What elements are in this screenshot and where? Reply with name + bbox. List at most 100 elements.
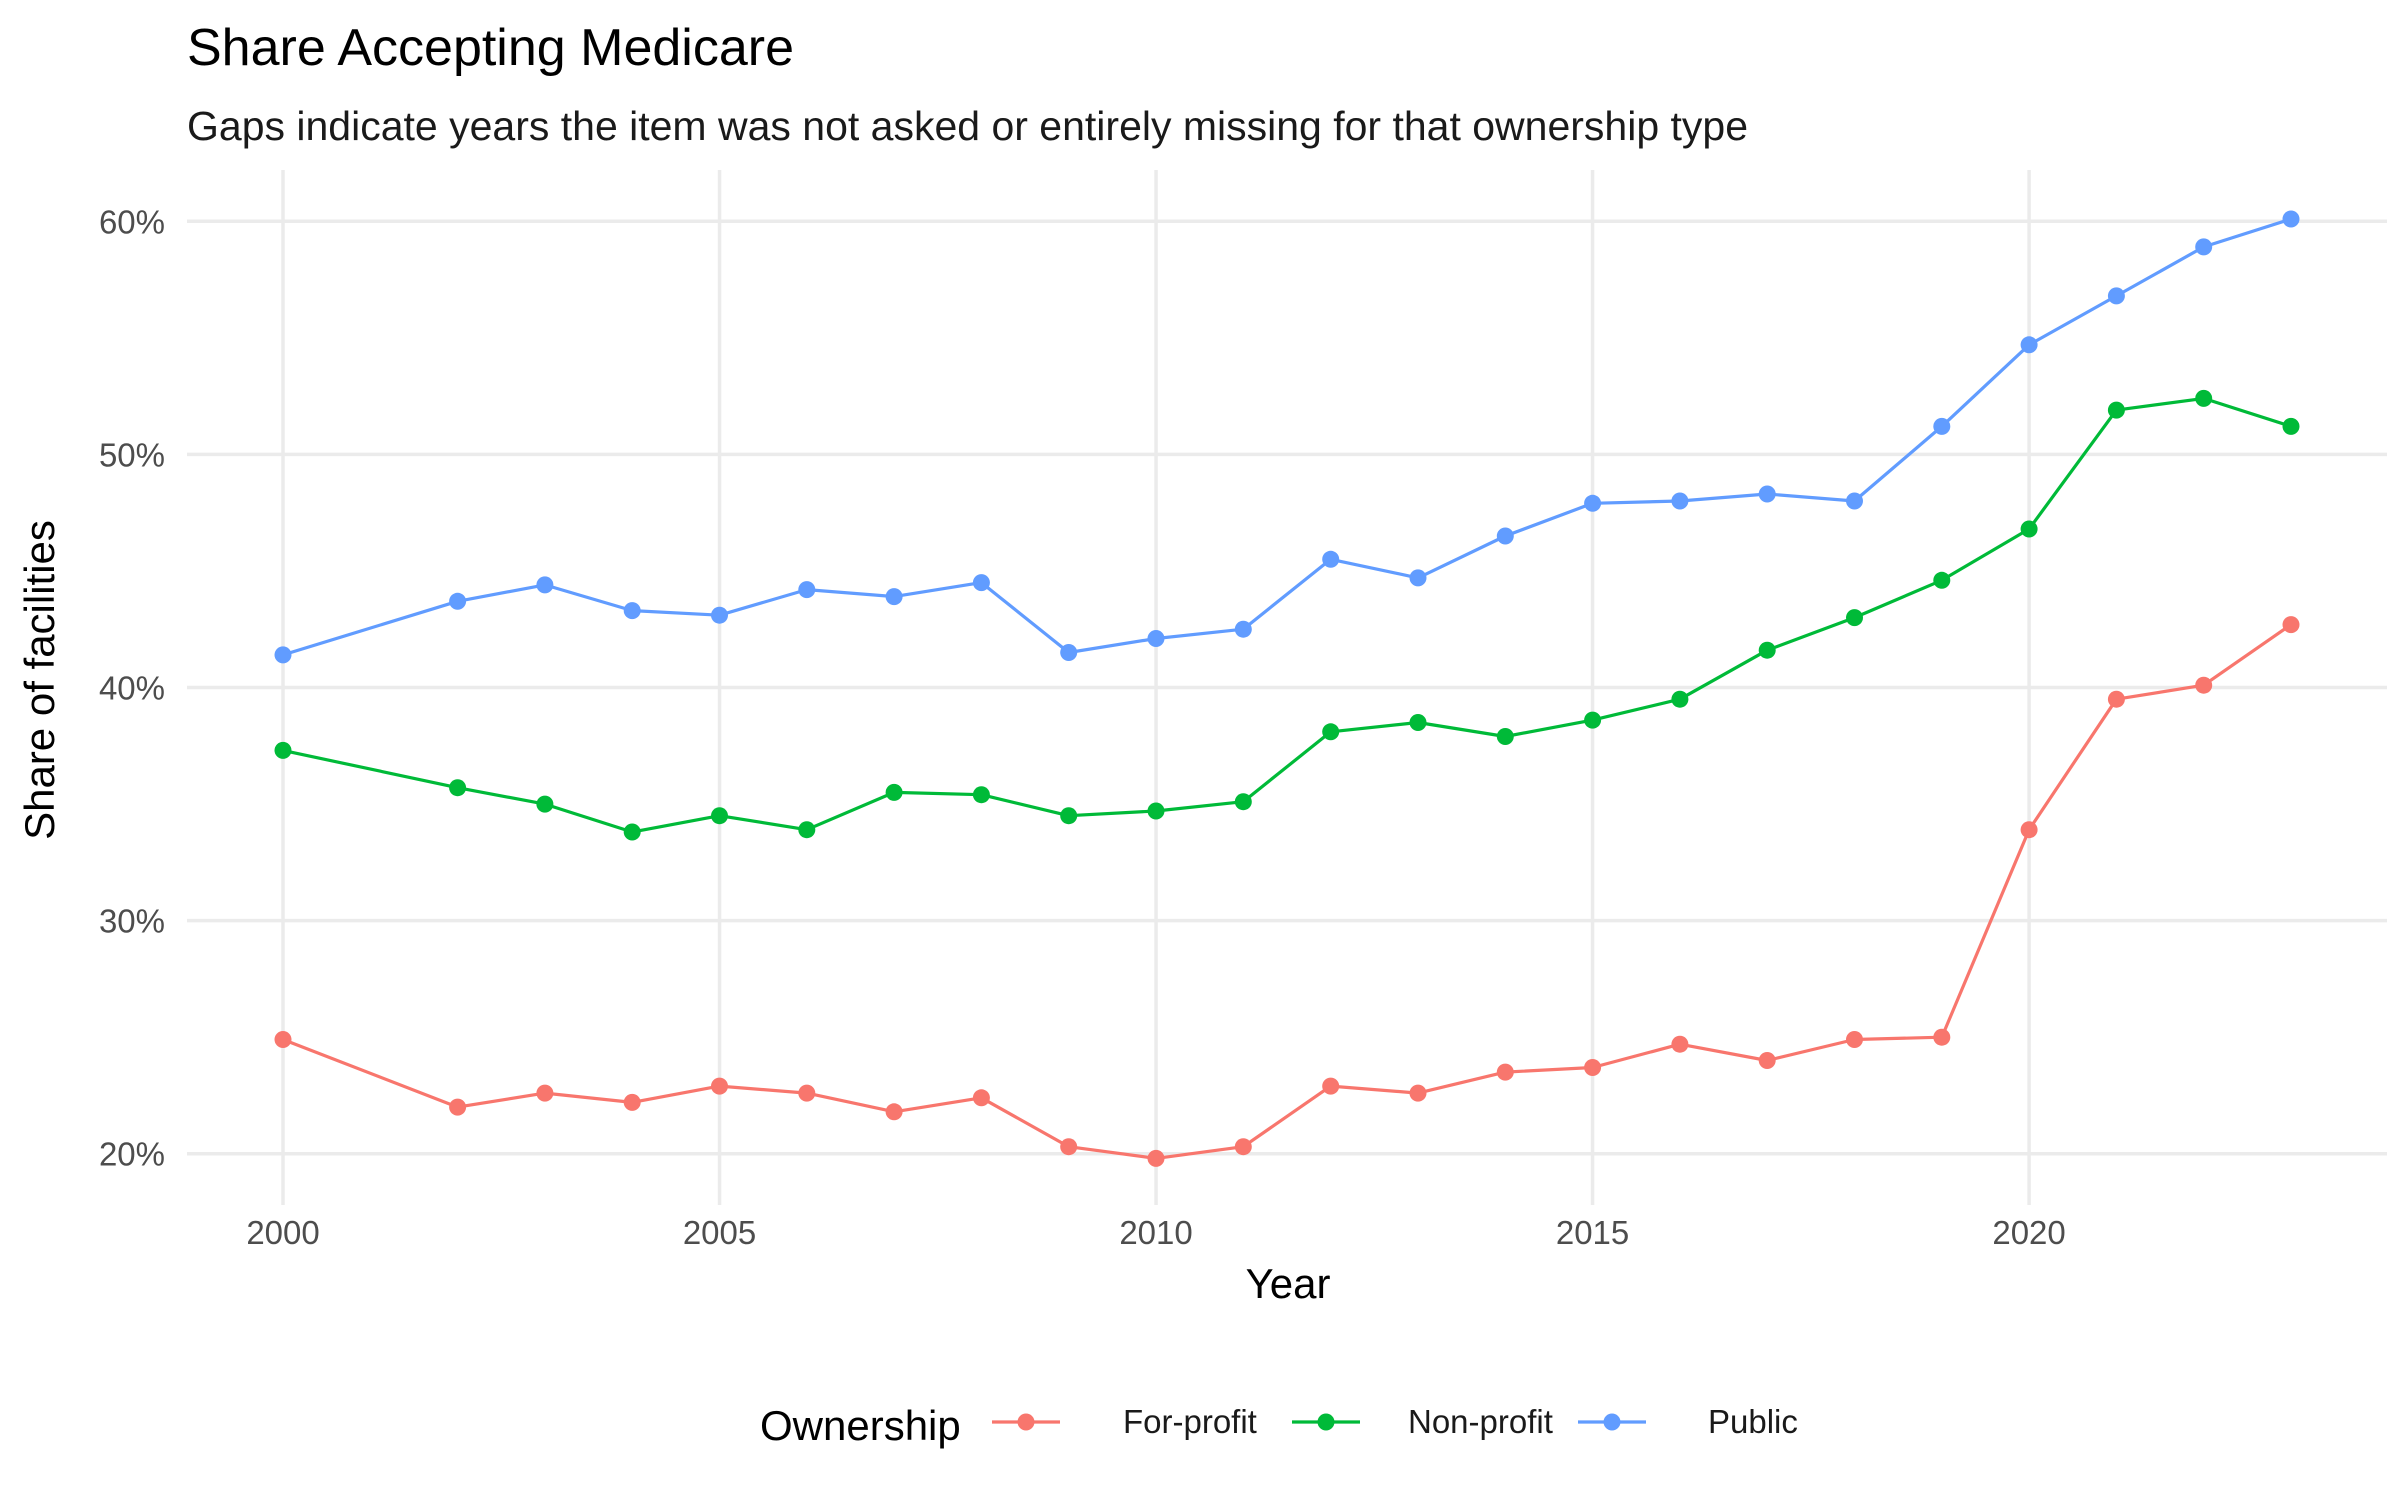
data-point-for-profit	[798, 1084, 816, 1102]
data-point-public	[1147, 630, 1165, 647]
data-point-for-profit	[2107, 690, 2125, 708]
legend-item-public: Public	[1578, 1403, 1798, 1440]
data-point-non-profit	[2107, 401, 2125, 419]
legend-label: Public	[1708, 1403, 1798, 1440]
data-point-public	[972, 574, 990, 592]
data-point-non-profit	[1147, 802, 1165, 820]
data-point-non-profit	[1322, 723, 1340, 741]
data-point-non-profit	[1584, 711, 1602, 729]
data-point-for-profit	[1846, 1031, 1863, 1048]
plot-series	[274, 210, 2300, 1167]
data-point-non-profit	[2282, 417, 2300, 435]
data-point-for-profit	[2282, 616, 2300, 634]
data-point-non-profit	[1409, 714, 1427, 731]
data-point-non-profit	[1933, 571, 1951, 589]
data-point-public	[1409, 569, 1427, 587]
x-tick-label: 2010	[1119, 1214, 1192, 1251]
data-point-non-profit	[1234, 793, 1252, 811]
chart-subtitle: Gaps indicate years the item was not ask…	[187, 103, 1748, 149]
data-point-public	[1846, 492, 1863, 510]
x-tick-label: 2005	[683, 1214, 756, 1251]
data-point-for-profit	[1758, 1052, 1776, 1069]
data-point-for-profit	[1671, 1035, 1689, 1053]
data-point-public	[1758, 485, 1776, 503]
legend-item-non-profit: Non-profit	[1292, 1403, 1553, 1440]
legend-key-point	[1017, 1413, 1035, 1431]
data-point-public	[449, 592, 467, 610]
x-tick-label: 2020	[1992, 1214, 2065, 1251]
data-point-for-profit	[536, 1084, 554, 1102]
chart-title: Share Accepting Medicare	[187, 19, 794, 77]
x-axis-title: Year	[1246, 1260, 1331, 1307]
data-point-non-profit	[2195, 389, 2213, 407]
data-point-for-profit	[1060, 1138, 1078, 1156]
data-point-public	[1060, 644, 1078, 661]
gridlines	[187, 170, 2387, 1205]
y-tick-label: 50%	[99, 436, 165, 473]
series-non-profit	[274, 389, 2300, 841]
data-point-for-profit	[623, 1093, 641, 1111]
data-point-for-profit	[1584, 1059, 1602, 1076]
data-point-non-profit	[798, 821, 816, 839]
legend-label: Non-profit	[1408, 1403, 1553, 1440]
data-point-public	[623, 602, 641, 620]
data-point-public	[2282, 210, 2300, 228]
data-point-public	[2195, 238, 2213, 256]
data-point-for-profit	[1322, 1077, 1340, 1095]
data-point-non-profit	[1060, 807, 1078, 825]
data-point-for-profit	[1409, 1084, 1427, 1102]
x-axis-ticks: 2000 2005 2010 2015 2020	[246, 1214, 2065, 1251]
y-axis-ticks: 20% 30% 40% 50% 60%	[99, 203, 165, 1172]
data-point-non-profit	[711, 807, 728, 825]
data-point-public	[2107, 287, 2125, 305]
data-point-public	[1933, 417, 1951, 435]
series-for-profit	[274, 616, 2300, 1167]
data-point-non-profit	[972, 786, 990, 804]
legend-key-point	[1603, 1413, 1621, 1431]
legend-label: For-profit	[1123, 1403, 1257, 1440]
data-point-non-profit	[1496, 728, 1514, 745]
legend: Ownership For-profit Non-profit Public	[760, 1402, 1798, 1449]
data-point-for-profit	[711, 1077, 728, 1095]
data-point-for-profit	[1147, 1149, 1165, 1167]
data-point-public	[2020, 336, 2038, 354]
y-tick-label: 30%	[99, 903, 165, 940]
data-point-non-profit	[449, 779, 467, 797]
data-point-for-profit	[1496, 1063, 1514, 1081]
data-point-non-profit	[623, 823, 641, 841]
data-point-non-profit	[1671, 690, 1689, 708]
data-point-non-profit	[885, 783, 903, 801]
data-point-for-profit	[885, 1103, 903, 1121]
data-point-public	[1496, 527, 1514, 545]
data-point-for-profit	[2020, 821, 2038, 839]
data-point-for-profit	[2195, 676, 2213, 694]
data-point-for-profit	[1234, 1138, 1252, 1156]
data-point-public	[1671, 492, 1689, 510]
data-point-public	[1322, 550, 1340, 568]
data-point-public	[1234, 620, 1252, 638]
y-tick-label: 40%	[99, 670, 165, 707]
data-point-public	[536, 576, 554, 594]
data-point-for-profit	[1933, 1028, 1951, 1046]
series-line-for-profit	[282, 623, 2292, 1160]
data-point-for-profit	[449, 1098, 467, 1116]
data-point-public	[711, 606, 728, 624]
data-point-for-profit	[274, 1031, 292, 1048]
y-axis-title: Share of facilities	[16, 520, 63, 840]
x-tick-label: 2000	[246, 1214, 319, 1251]
data-point-public	[1584, 494, 1602, 512]
data-point-non-profit	[1846, 609, 1863, 627]
data-point-non-profit	[2020, 520, 2038, 538]
y-tick-label: 60%	[99, 203, 165, 240]
data-point-non-profit	[1758, 641, 1776, 659]
data-point-public	[274, 646, 292, 664]
legend-title: Ownership	[760, 1402, 961, 1449]
x-tick-label: 2015	[1556, 1214, 1629, 1251]
data-point-non-profit	[274, 741, 292, 759]
series-public	[274, 210, 2300, 664]
data-point-for-profit	[972, 1089, 990, 1107]
legend-key-point	[1317, 1413, 1335, 1431]
data-point-non-profit	[536, 795, 554, 813]
series-line-public	[282, 217, 2292, 657]
